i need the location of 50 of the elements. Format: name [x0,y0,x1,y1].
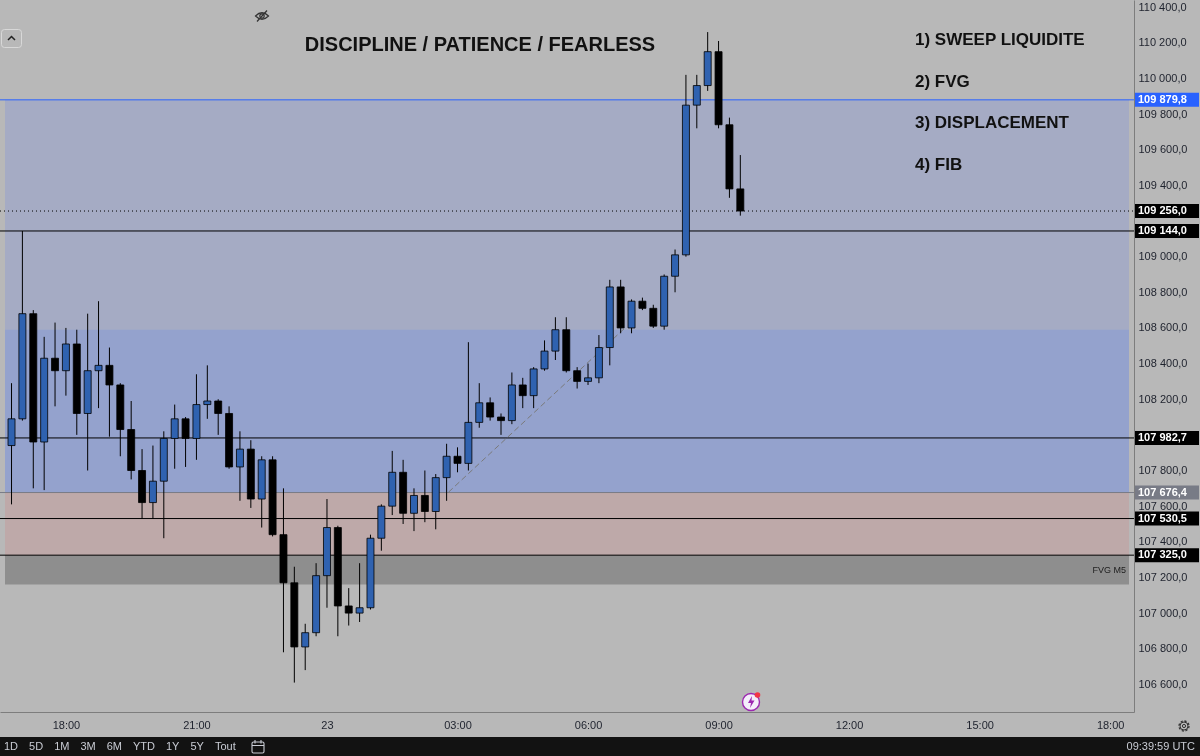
y-tick-label: 109 000,0 [1138,250,1188,263]
x-tick-label: 03:00 [444,718,472,731]
x-tick-label: 06:00 [574,718,603,731]
y-tick-label: 107 800,0 [1138,464,1188,477]
x-tick-label: 18:00 [52,718,81,731]
y-tick-label: 108 800,0 [1138,285,1188,298]
text: DISCIPLINE / PATIENCE / FEARLESS [304,33,656,55]
y-tick-label: 106 600,0 [1138,677,1188,690]
x-tick-label: 09:00 [705,718,733,731]
y-tick-label: 107 200,0 [1138,570,1188,583]
y-tick-label: 109 600,0 [1138,143,1188,156]
text: YTD [132,740,155,752]
y-tick-label: 108 400,0 [1138,357,1188,370]
ref-line-label: 109 879,8 [1138,92,1187,105]
text: 3M [80,740,96,752]
text: 09:39:59 UTC [1126,740,1195,752]
ref-line-label: 107 982,7 [1138,430,1187,443]
ref-line-label: 107 325,0 [1138,548,1187,561]
y-tick-label: 110 200,0 [1138,36,1187,49]
text: 5D [29,740,44,752]
ref-line-label: 109 256,0 [1138,204,1187,217]
ref-line-label: 109 144,0 [1138,223,1187,236]
ref-line-label: 107 530,5 [1138,511,1187,524]
y-tick-label: 107 000,0 [1138,606,1188,619]
y-tick-label: 106 800,0 [1138,642,1188,655]
y-tick-label: 110 400,0 [1138,0,1187,13]
annotation: 3) DISPLACEMENT [915,113,1070,133]
ref-line-label: 107 676,4 [1138,485,1188,498]
y-tick-label: 107 400,0 [1138,535,1188,548]
text: 5Y [190,740,204,752]
y-tick-label: 108 200,0 [1138,392,1188,405]
y-tick-label: 110 000,0 [1138,71,1187,84]
annotation: 4) FIB [915,155,963,175]
annotation: 2) FVG [915,71,970,91]
annotation: 1) SWEEP LIQUIDITE [915,30,1085,49]
x-tick-label: 15:00 [966,718,994,731]
x-tick-label: 18:00 [1096,718,1125,731]
band-label: FVG M5 [1092,564,1126,575]
text: 1Y [165,740,180,752]
text: Tout [214,740,236,752]
y-tick-label: 109 400,0 [1138,178,1188,191]
y-tick-label: 107 600,0 [1138,499,1188,512]
y-tick-label: 108 600,0 [1138,321,1188,334]
text: 6M [106,740,122,752]
y-tick-label: 109 800,0 [1138,107,1188,120]
text: 1M [54,740,70,752]
text: 1D [4,740,19,752]
x-tick-label: 21:00 [183,718,211,731]
x-tick-label: 23 [321,718,334,731]
x-tick-label: 12:00 [835,718,864,731]
